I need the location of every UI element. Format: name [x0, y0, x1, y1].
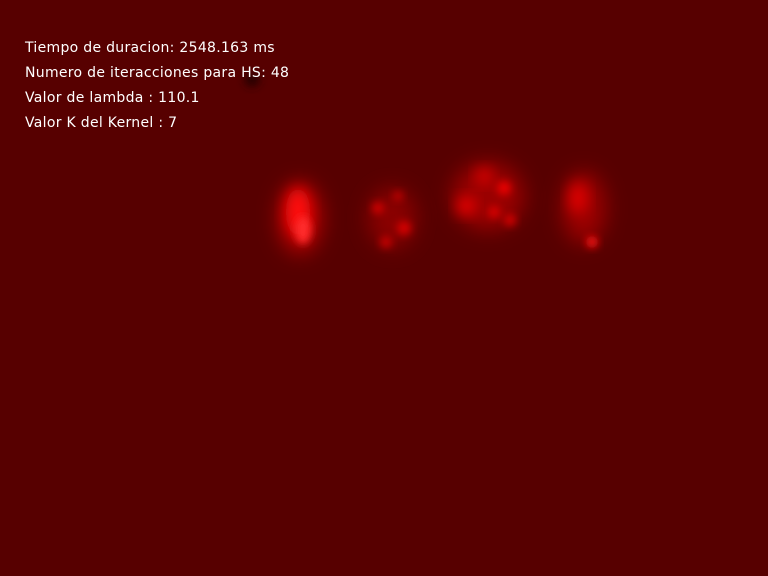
- dark-spot: [244, 73, 260, 87]
- motion-blob-2: [368, 188, 416, 248]
- motion-blob-1: [278, 182, 322, 254]
- stats-overlay: Tiempo de duracion: 2548.163 ms Numero d…: [25, 36, 289, 136]
- kernel-text: Valor K del Kernel : 7: [25, 115, 178, 131]
- motion-blob-4: [562, 172, 606, 248]
- motion-blob-3: [452, 162, 524, 230]
- lambda-text: Valor de lambda : 110.1: [25, 90, 200, 106]
- iterations-text: Numero de iteracciones para HS: 48: [25, 65, 290, 81]
- duration-text: Tiempo de duracion: 2548.163 ms: [25, 40, 275, 56]
